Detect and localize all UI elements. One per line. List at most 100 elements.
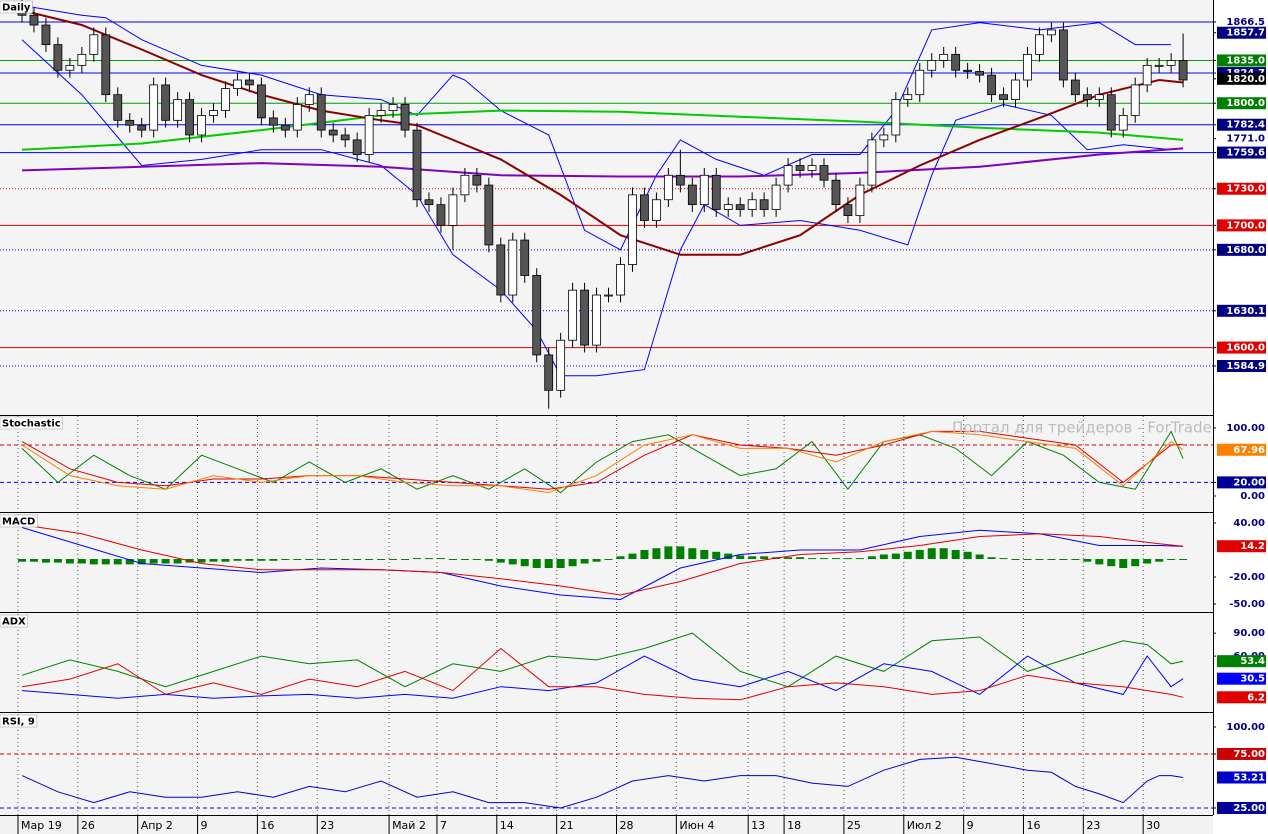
histogram-bar <box>448 558 457 560</box>
candle-body <box>1023 53 1032 81</box>
candle-body <box>520 239 530 276</box>
panel-background <box>0 514 1213 612</box>
candle-body <box>831 179 841 206</box>
histogram-bar <box>1083 558 1092 562</box>
histogram-bar <box>257 558 266 561</box>
panel-title-box <box>0 614 28 628</box>
candle-body <box>256 84 266 119</box>
x-tick-label: 21 <box>560 819 574 832</box>
candle-body <box>855 184 865 217</box>
histogram-bar <box>341 558 350 560</box>
histogram-bar <box>1107 558 1116 567</box>
last-value-box <box>1217 443 1266 456</box>
y-tick-label: 1630.1 <box>1226 306 1265 317</box>
panel: Портал для трейдеров - ForTrader Stochast… <box>0 416 1213 512</box>
panel-title-box <box>0 714 38 728</box>
candle-body <box>771 184 781 210</box>
candle-body <box>1082 94 1092 100</box>
y-tick-label: 75.00 <box>1233 749 1265 760</box>
y-tick-box <box>1217 118 1266 131</box>
histogram-bar <box>676 546 685 559</box>
histogram-bar <box>1179 558 1188 560</box>
candle-body <box>292 104 302 131</box>
y-tick-label: 25.00 <box>1233 803 1265 814</box>
histogram-bar <box>221 558 230 562</box>
y-tick-box <box>1217 360 1266 373</box>
histogram-bar <box>209 558 218 562</box>
candle-body <box>747 199 757 210</box>
candle-body <box>376 110 386 116</box>
panel-title: Stochastic <box>2 419 61 430</box>
indicator-line <box>21 524 1184 596</box>
histogram-bar <box>18 558 26 562</box>
histogram-bar <box>664 546 673 559</box>
candle-body <box>568 289 578 341</box>
histogram-bar <box>137 558 146 565</box>
histogram-bar <box>1059 558 1068 560</box>
candle-body <box>999 94 1008 100</box>
histogram-bar <box>245 558 254 561</box>
histogram-bar <box>1023 558 1032 560</box>
candle-body <box>1094 94 1104 100</box>
histogram-bar <box>436 558 445 560</box>
candle-body <box>496 244 506 296</box>
indicator-line <box>21 430 1184 494</box>
histogram-bar <box>113 558 122 565</box>
histogram-bar <box>1119 558 1128 568</box>
panel: MACD <box>0 514 1213 612</box>
histogram-bar <box>580 558 589 564</box>
x-tick-label: 16 <box>260 819 274 832</box>
last-value-label: 30.5 <box>1240 674 1265 685</box>
histogram-bar <box>796 557 805 559</box>
histogram-bar <box>736 555 745 559</box>
candle-body <box>927 60 937 71</box>
y-tick-label: 1800.0 <box>1226 98 1265 109</box>
x-tick-label: Апр 2 <box>141 819 173 832</box>
histogram-bar <box>293 558 302 560</box>
histogram-bar <box>65 558 74 564</box>
last-value-label: 67.96 <box>1233 445 1265 456</box>
x-tick-label: 30 <box>1146 819 1160 832</box>
x-tick-label: 9 <box>967 819 974 832</box>
candle-body <box>1166 60 1176 66</box>
x-tick-label: 23 <box>1086 819 1100 832</box>
candle-body <box>819 165 829 181</box>
y-tick-box <box>1217 476 1266 489</box>
candle-body <box>891 99 901 136</box>
y-tick-box <box>1217 54 1266 67</box>
histogram-bar <box>496 558 505 563</box>
x-tick-label: 13 <box>751 819 765 832</box>
histogram-bar <box>843 558 852 560</box>
panel: RSI, 9 <box>0 714 1213 815</box>
histogram-bar <box>460 558 469 560</box>
histogram-bar <box>520 558 529 567</box>
candle-body <box>1118 115 1128 131</box>
panel-title-box <box>0 416 63 430</box>
histogram-bar <box>1095 558 1104 565</box>
indicator-line <box>21 527 1184 601</box>
y-tick-box <box>1217 801 1266 814</box>
histogram-bar <box>161 558 170 564</box>
histogram-bar <box>724 553 733 559</box>
last-value-box <box>1217 655 1266 668</box>
candle-body <box>340 134 350 141</box>
candle-body <box>915 69 925 96</box>
candle-body <box>137 124 147 131</box>
candle-body <box>388 104 398 111</box>
histogram-bar <box>1155 558 1164 562</box>
histogram-bar <box>1143 558 1152 564</box>
candle-body <box>400 104 410 131</box>
histogram-bar <box>628 553 637 559</box>
candle-body <box>723 204 733 210</box>
histogram-bar <box>987 557 996 559</box>
histogram-bar <box>939 548 948 559</box>
candle-body <box>125 119 135 126</box>
histogram-bar <box>317 558 326 560</box>
candle-body <box>1142 64 1152 86</box>
candle-body <box>233 79 242 89</box>
candle-body <box>448 194 458 226</box>
histogram-bar <box>53 558 62 563</box>
candle-body <box>604 294 613 297</box>
candle-body <box>735 204 745 210</box>
candle-body <box>1154 64 1164 67</box>
